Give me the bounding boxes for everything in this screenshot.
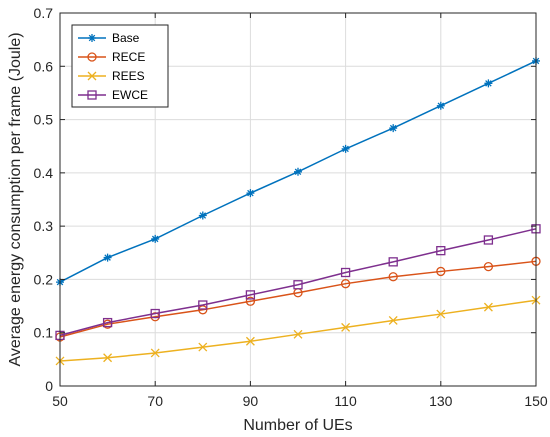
data-point-marker <box>388 272 398 282</box>
data-point-marker <box>483 235 494 245</box>
legend-item: EWCE <box>78 88 148 102</box>
plot-frame <box>59 12 537 387</box>
data-point-marker <box>341 322 351 332</box>
data-point-marker <box>87 52 97 62</box>
data-point-marker <box>246 189 255 198</box>
data-point-marker <box>483 261 494 272</box>
y-tick-label: 0.6 <box>34 58 54 74</box>
y-axis-tick-labels: 0 0.1 0.2 0.3 0.4 0.5 0.6 0.7 <box>34 5 54 394</box>
data-point-marker <box>150 308 160 319</box>
data-point-marker <box>436 246 446 256</box>
legend-label: RECE <box>112 50 145 64</box>
legend-label: REES <box>112 69 145 83</box>
legend-item: RECE <box>78 50 145 64</box>
y-tick-label: 0.7 <box>34 5 54 21</box>
series-layer <box>55 56 541 366</box>
legend-label: Base <box>112 31 140 45</box>
data-point-marker <box>436 266 446 277</box>
x-tick-label: 90 <box>243 393 259 409</box>
x-axis-title: Number of UEs <box>243 417 352 434</box>
data-point-marker <box>88 34 96 42</box>
data-point-marker <box>389 124 398 133</box>
data-point-marker <box>87 90 97 100</box>
data-point-marker <box>293 280 303 290</box>
data-point-marker <box>103 353 113 363</box>
series-line-rees <box>59 299 537 362</box>
data-point-marker <box>340 267 351 278</box>
data-point-marker <box>245 290 256 300</box>
x-tick-label: 150 <box>524 393 548 409</box>
y-tick-label: 0.5 <box>34 112 54 128</box>
series-rees <box>55 295 541 366</box>
legend-item: REES <box>78 69 145 83</box>
y-axis-title: Average energy consumption per frame (Jo… <box>7 32 24 366</box>
x-tick-label: 70 <box>147 393 163 409</box>
y-tick-label: 0.4 <box>34 165 54 181</box>
data-point-marker <box>388 315 398 325</box>
data-point-marker <box>294 167 302 176</box>
series-rece <box>55 256 541 342</box>
data-point-marker <box>198 342 208 352</box>
data-point-marker <box>388 257 398 267</box>
series-line-ewce <box>59 228 537 337</box>
series-line-rece <box>59 260 537 338</box>
data-point-marker <box>198 300 208 310</box>
data-point-marker <box>245 296 256 306</box>
data-point-marker <box>436 309 446 319</box>
data-point-marker <box>483 302 493 312</box>
data-point-marker <box>150 348 160 358</box>
x-tick-label: 110 <box>334 393 357 409</box>
data-point-marker <box>340 279 351 289</box>
data-point-marker <box>484 79 493 88</box>
x-tick-label: 130 <box>429 393 453 409</box>
data-point-marker <box>151 234 160 243</box>
legend: Base RECE REES EWCE <box>71 24 169 108</box>
legend-item: Base <box>78 31 140 45</box>
data-point-marker <box>103 253 112 262</box>
legend-label: EWCE <box>112 88 148 102</box>
data-point-marker <box>293 329 303 339</box>
series-ewce <box>55 224 541 341</box>
data-point-marker <box>436 101 445 110</box>
data-point-marker <box>245 336 255 346</box>
x-axis-tick-labels: 50 70 90 110 130 150 <box>52 393 548 409</box>
y-tick-label: 0.1 <box>34 325 54 341</box>
data-point-marker <box>102 317 113 328</box>
y-tick-label: 0.2 <box>34 271 54 287</box>
x-tick-label: 50 <box>52 393 68 409</box>
y-tick-label: 0 <box>45 378 53 394</box>
data-point-marker <box>198 305 208 315</box>
data-point-marker <box>87 71 97 81</box>
y-tick-label: 0.3 <box>34 218 54 234</box>
axis-ticks <box>59 12 537 387</box>
data-point-marker <box>341 144 350 153</box>
data-point-marker <box>198 211 207 220</box>
